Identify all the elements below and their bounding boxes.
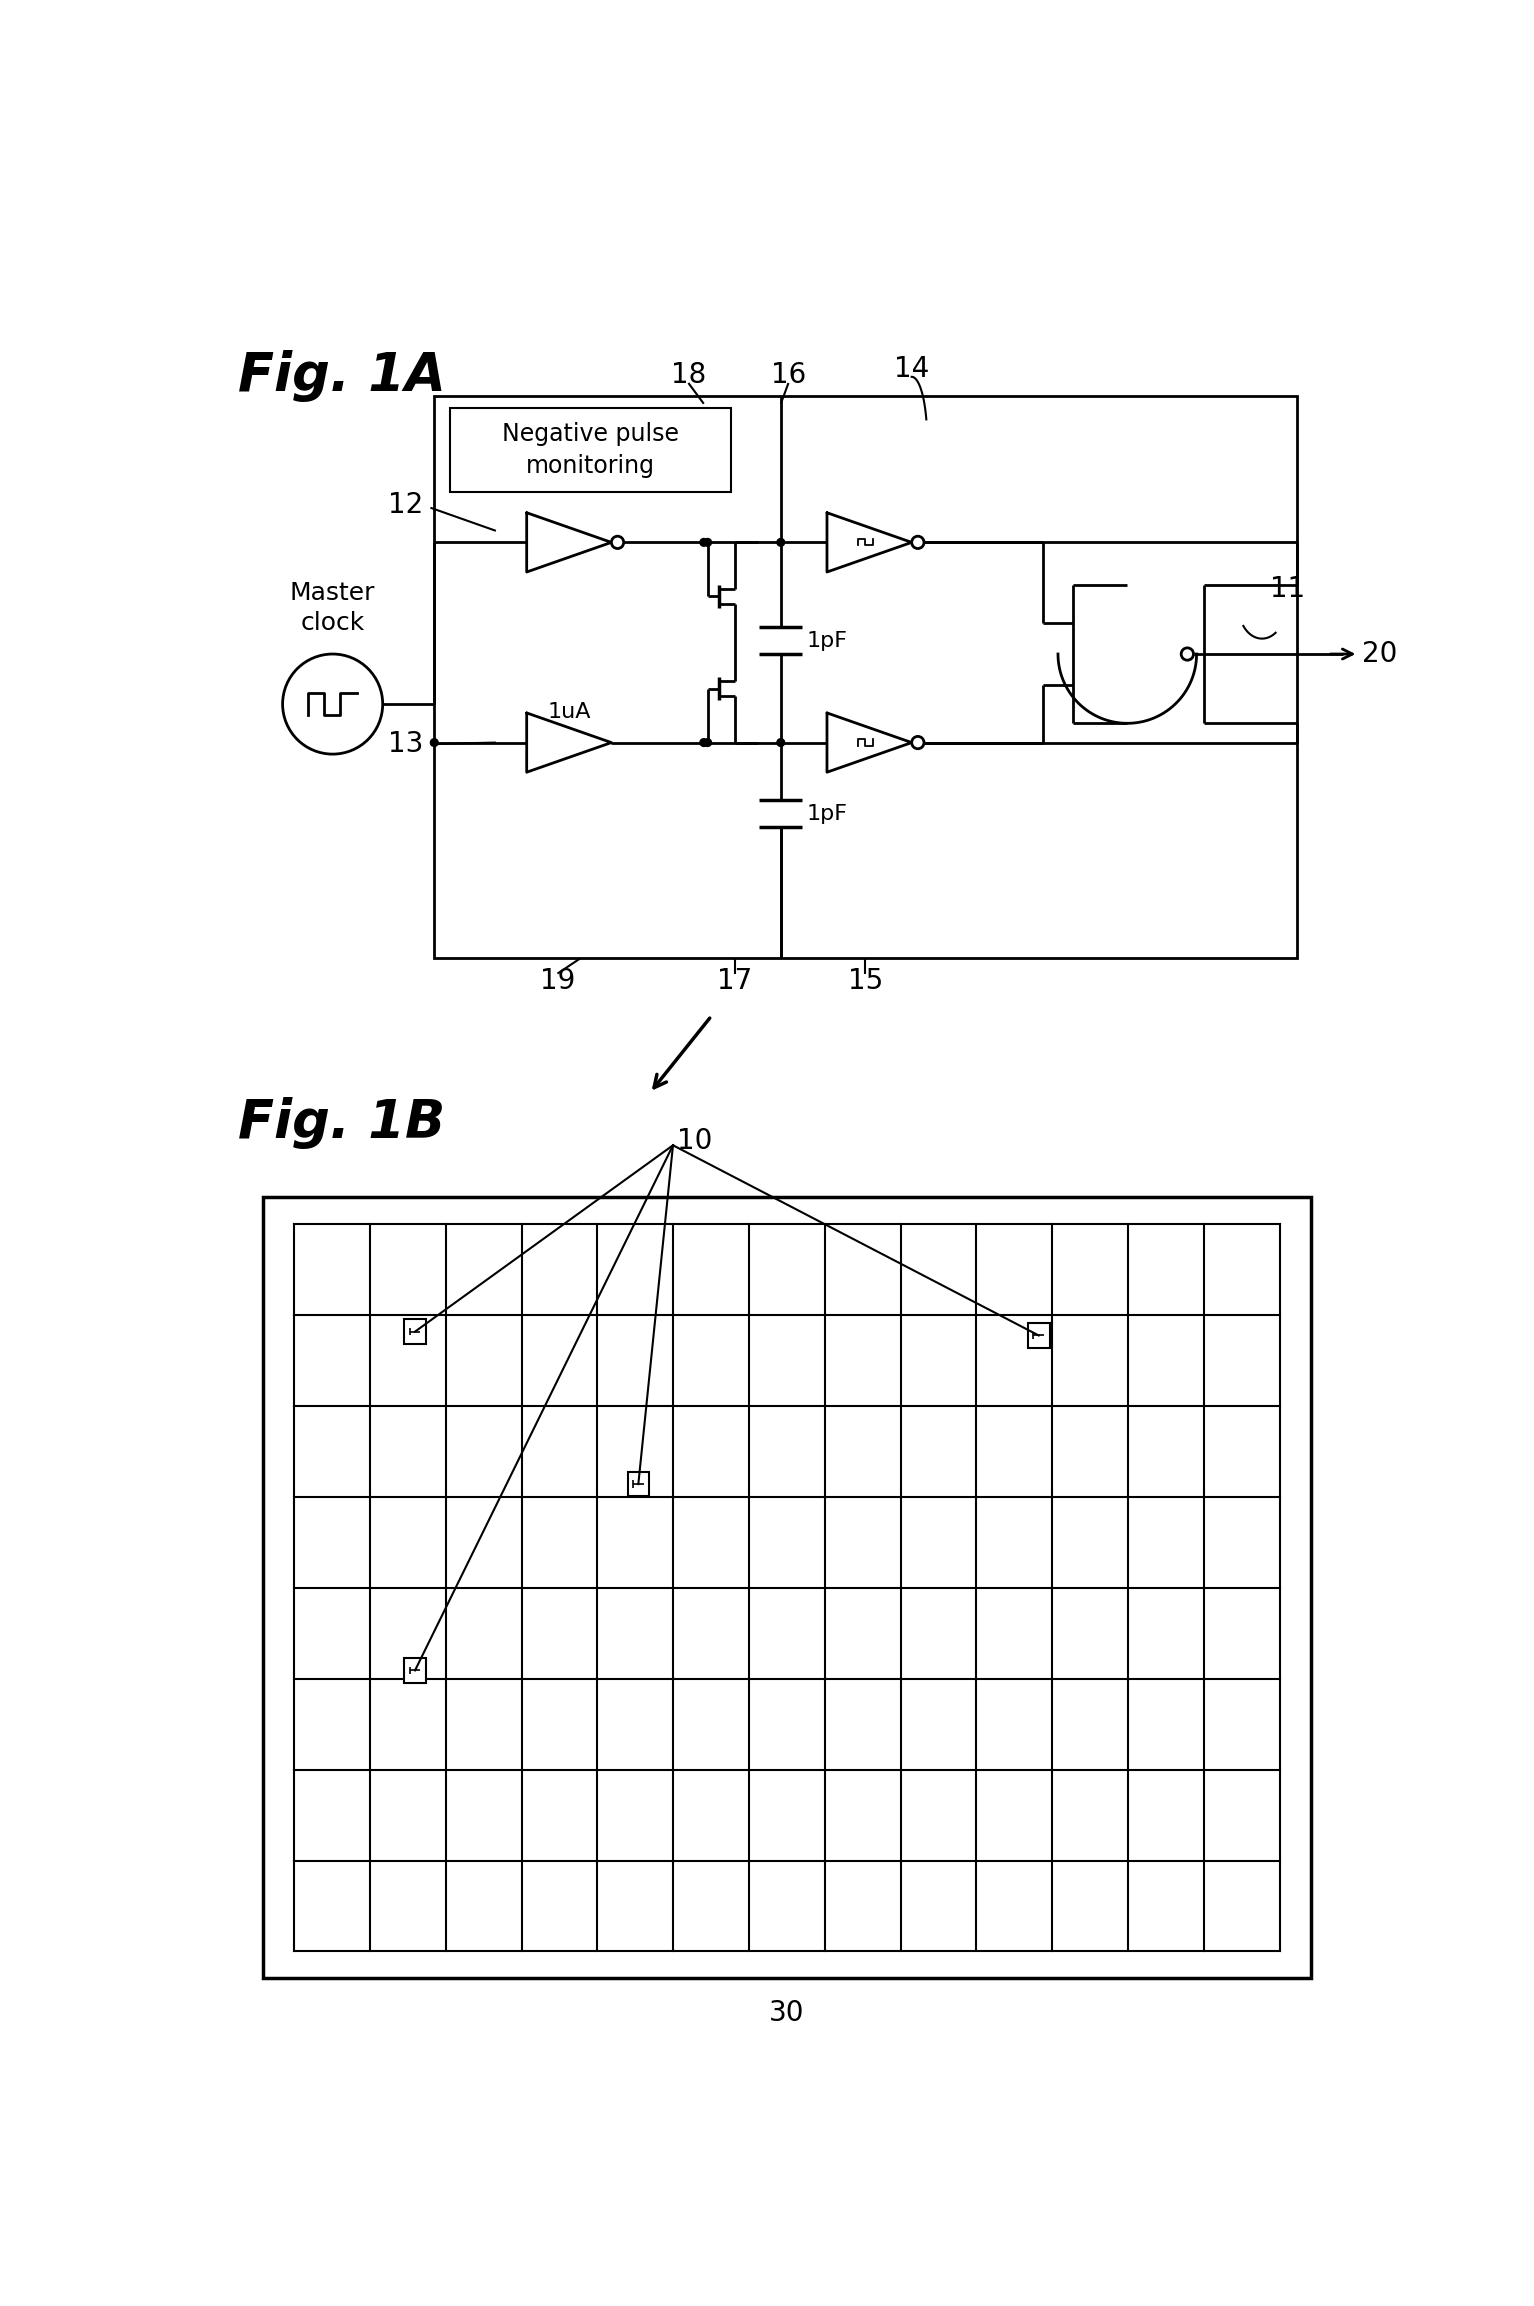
Text: 12: 12	[388, 491, 423, 519]
Text: 17: 17	[716, 966, 752, 996]
Circle shape	[700, 540, 707, 547]
Text: 16: 16	[772, 362, 805, 390]
Text: 11: 11	[1270, 574, 1305, 602]
Circle shape	[911, 736, 923, 749]
Text: 1uA: 1uA	[548, 701, 591, 722]
Bar	[405, 1319, 426, 1344]
Bar	[405, 1658, 426, 1683]
Circle shape	[1181, 648, 1193, 660]
Text: 13: 13	[388, 731, 423, 759]
Text: 1pF: 1pF	[807, 630, 847, 650]
Bar	[1028, 1324, 1049, 1347]
Text: 18: 18	[670, 362, 706, 390]
Text: Fig. 1B: Fig. 1B	[238, 1098, 445, 1148]
Text: 1pF: 1pF	[807, 805, 847, 823]
Text: Negative pulse
monitoring: Negative pulse monitoring	[502, 422, 678, 477]
Bar	[627, 1471, 649, 1497]
Text: Master
clock: Master clock	[290, 581, 376, 634]
Circle shape	[612, 537, 624, 549]
Text: 15: 15	[848, 966, 884, 996]
Bar	[449, 408, 730, 491]
Bar	[434, 397, 1296, 959]
Circle shape	[700, 738, 707, 747]
Text: Fig. 1A: Fig. 1A	[238, 351, 446, 401]
Circle shape	[776, 540, 784, 547]
Circle shape	[282, 655, 382, 754]
Text: 10: 10	[676, 1128, 712, 1155]
Text: 20: 20	[1362, 641, 1397, 669]
Text: 19: 19	[540, 966, 575, 996]
Circle shape	[911, 537, 923, 549]
Circle shape	[704, 738, 712, 747]
Circle shape	[704, 540, 712, 547]
Circle shape	[776, 738, 784, 747]
Text: 14: 14	[894, 355, 930, 383]
Circle shape	[431, 738, 439, 747]
Text: 30: 30	[769, 1999, 805, 2027]
Bar	[264, 1197, 1310, 1979]
